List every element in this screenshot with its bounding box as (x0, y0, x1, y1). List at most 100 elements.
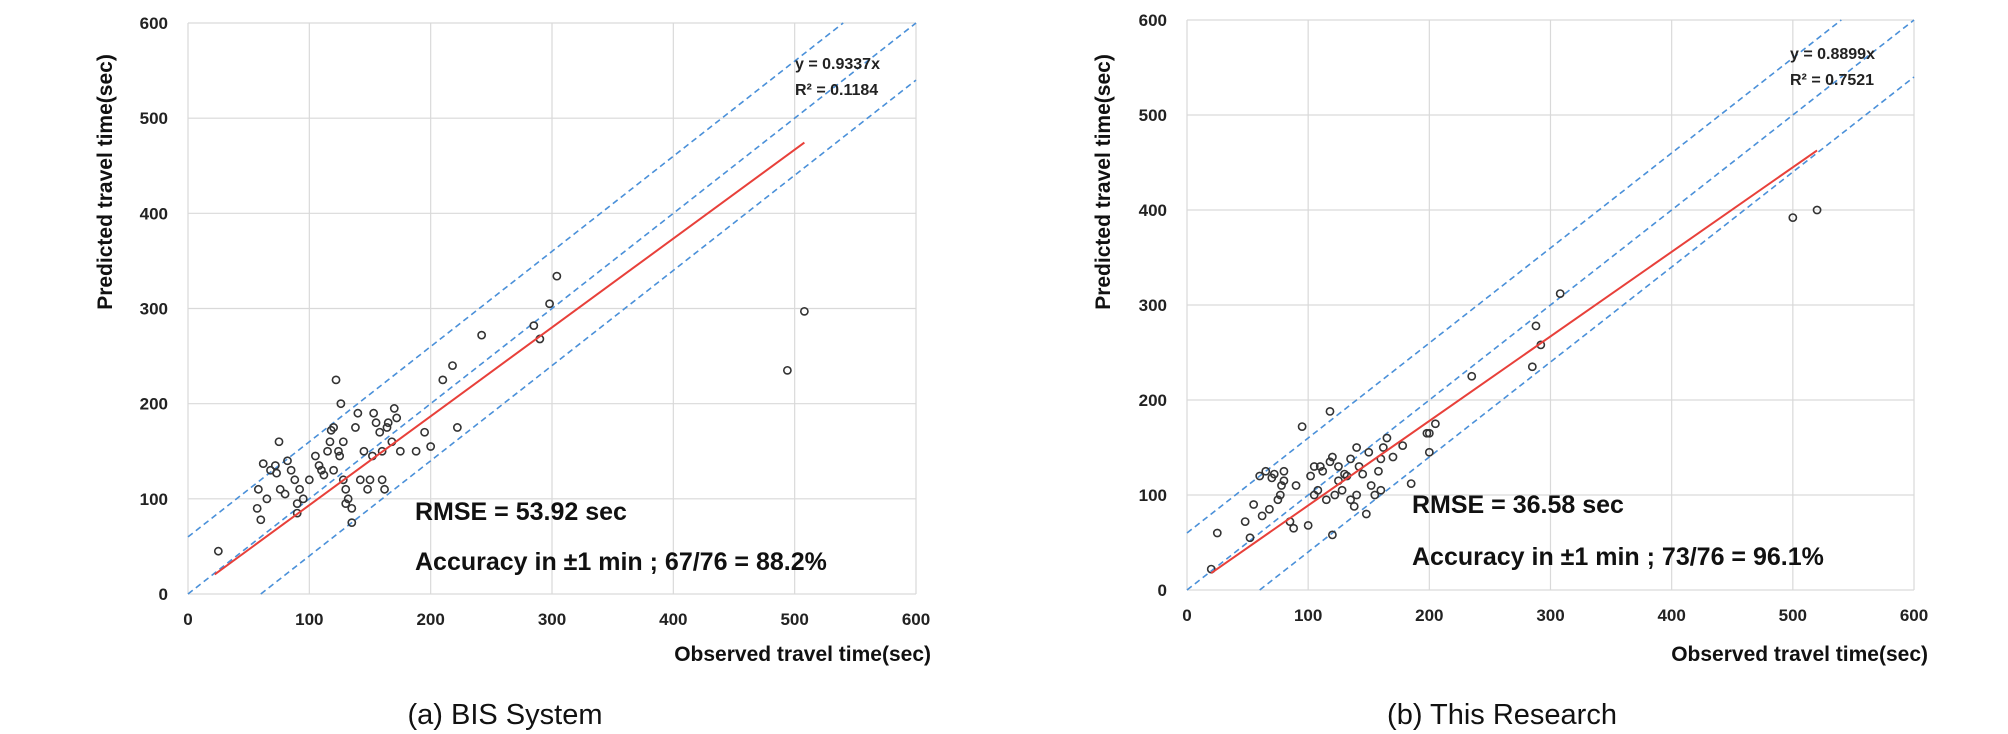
chart-b-data-point (1318, 466, 1328, 476)
chart-b-this-research: 0 100 200 300 400 500 600 0 100 200 300 400 500 600 P… (1092, 11, 1928, 731)
chart-a-data-point (448, 361, 457, 370)
chart-b-data-point (1334, 462, 1343, 471)
chart-a-r-squared: R² = 0.1184 (795, 82, 878, 99)
chart-b-data-point (1555, 289, 1565, 298)
chart-a-data-point (329, 423, 338, 432)
chart-b-data-point (1361, 509, 1371, 519)
chart-b-data-point (1245, 533, 1255, 543)
chart-b-y-tick-label: 400 (1139, 201, 1167, 220)
chart-b-data-point (1364, 447, 1374, 457)
chart-a-points (213, 271, 809, 556)
chart-b-data-point (1328, 452, 1337, 462)
chart-b-fit-line-group (1210, 149, 1818, 574)
chart-b-data-point (1349, 501, 1359, 511)
chart-b-x-tick-label: 600 (1900, 606, 1928, 625)
chart-b-data-point (1788, 213, 1798, 222)
chart-a-band-line (187, 22, 844, 538)
chart-b-y-tick-label: 600 (1139, 11, 1167, 30)
chart-a-data-point (363, 484, 372, 494)
chart-b-data-point (1289, 523, 1299, 533)
chart-a-data-point (275, 484, 285, 494)
chart-b-data-point (1291, 481, 1301, 490)
chart-a-data-point (336, 399, 346, 409)
chart-a-tick-labels: 0 100 200 300 400 500 600 0 100 200 300 400 500 600 (140, 14, 931, 629)
chart-b-data-point (1352, 490, 1362, 500)
chart-a-y-tick-label: 300 (140, 300, 168, 319)
chart-b-data-point (1279, 466, 1289, 476)
chart-b-data-point (1388, 452, 1398, 462)
chart-b-band-lines (1186, 19, 1915, 591)
chart-b-data-point (1277, 481, 1286, 490)
chart-b-grid (1186, 19, 1915, 591)
chart-b-y-tick-label: 300 (1139, 296, 1167, 315)
chart-b-data-point (1374, 466, 1383, 476)
chart-b-data-point (1430, 419, 1440, 429)
chart-a-data-point (280, 489, 290, 499)
chart-a-y-tick-label: 600 (140, 14, 168, 33)
chart-a-data-point (351, 423, 360, 432)
chart-b-data-point (1309, 462, 1319, 471)
chart-a-data-point (438, 375, 448, 385)
chart-a-data-point (343, 494, 353, 504)
chart-b-data-point (1306, 471, 1315, 481)
chart-a-data-point (298, 494, 308, 504)
chart-b-data-point (1376, 485, 1386, 495)
chart-b-data-point (1303, 521, 1313, 530)
chart-b-data-point (1212, 528, 1222, 538)
chart-a-data-point (545, 299, 554, 309)
chart-a-data-point (290, 475, 300, 485)
chart-a-data-point (347, 503, 357, 513)
chart-a-x-axis-title: Observed travel time(sec) (674, 643, 931, 666)
chart-a-data-point (274, 437, 284, 447)
chart-b-data-point (1352, 443, 1362, 452)
chart-b-x-tick-label: 200 (1415, 606, 1443, 625)
chart-a-data-point (377, 475, 387, 485)
chart-a-y-tick-label: 0 (159, 585, 168, 604)
chart-a-data-point (552, 271, 562, 281)
chart-b-data-point (1269, 469, 1279, 479)
chart-a-data-point (252, 503, 262, 513)
chart-a-data-point (395, 446, 405, 456)
chart-b-y-tick-label: 0 (1158, 581, 1167, 600)
chart-b-rmse-text: RMSE = 36.58 sec (1412, 491, 1624, 519)
chart-b-y-tick-label: 100 (1139, 486, 1167, 505)
chart-a-data-point (389, 404, 399, 413)
chart-b-data-point (1325, 457, 1335, 467)
chart-b-data-point (1315, 462, 1325, 471)
chart-b-fit-line (1210, 149, 1818, 574)
chart-a-data-point (338, 475, 348, 485)
chart-b-x-tick-label: 300 (1536, 606, 1564, 625)
chart-a-data-point (331, 375, 341, 385)
chart-b-data-point (1527, 362, 1537, 372)
chart-b-data-point (1424, 428, 1434, 438)
chart-b-data-point (1313, 485, 1323, 495)
chart-a-data-point (375, 427, 385, 437)
chart-b-data-point (1249, 500, 1259, 509)
chart-a-data-point (310, 451, 320, 461)
chart-a-data-point (292, 508, 302, 518)
chart-a-data-point (371, 418, 381, 428)
chart-a-data-point (334, 446, 343, 456)
chart-b-y-tick-label: 200 (1139, 391, 1167, 410)
chart-a-data-point (420, 427, 429, 437)
chart-b-band-line (1186, 19, 1915, 591)
chart-a-data-point (317, 465, 326, 475)
chart-b-r-squared: R² = 0.7521 (1790, 72, 1874, 89)
chart-a-rmse-text: RMSE = 53.92 sec (415, 498, 627, 526)
chart-a-data-point (314, 461, 324, 470)
chart-a-data-point (355, 475, 365, 485)
chart-a-x-tick-label: 300 (538, 610, 566, 629)
chart-b-data-point (1257, 511, 1267, 521)
chart-b-data-point (1337, 485, 1347, 495)
chart-a-data-point (369, 408, 379, 418)
chart-a-data-point (253, 484, 263, 494)
chart-b-x-axis-title: Observed travel time(sec) (1671, 643, 1928, 666)
chart-b-y-axis-title: Predicted travel time(sec) (1092, 54, 1115, 310)
chart-a-y-tick-label: 200 (140, 395, 168, 414)
chart-a-band-lines (187, 22, 917, 595)
chart-b-data-point (1812, 205, 1822, 215)
chart-a-data-point (341, 499, 351, 508)
chart-a-data-point (256, 515, 266, 525)
chart-b-data-point (1398, 441, 1408, 450)
